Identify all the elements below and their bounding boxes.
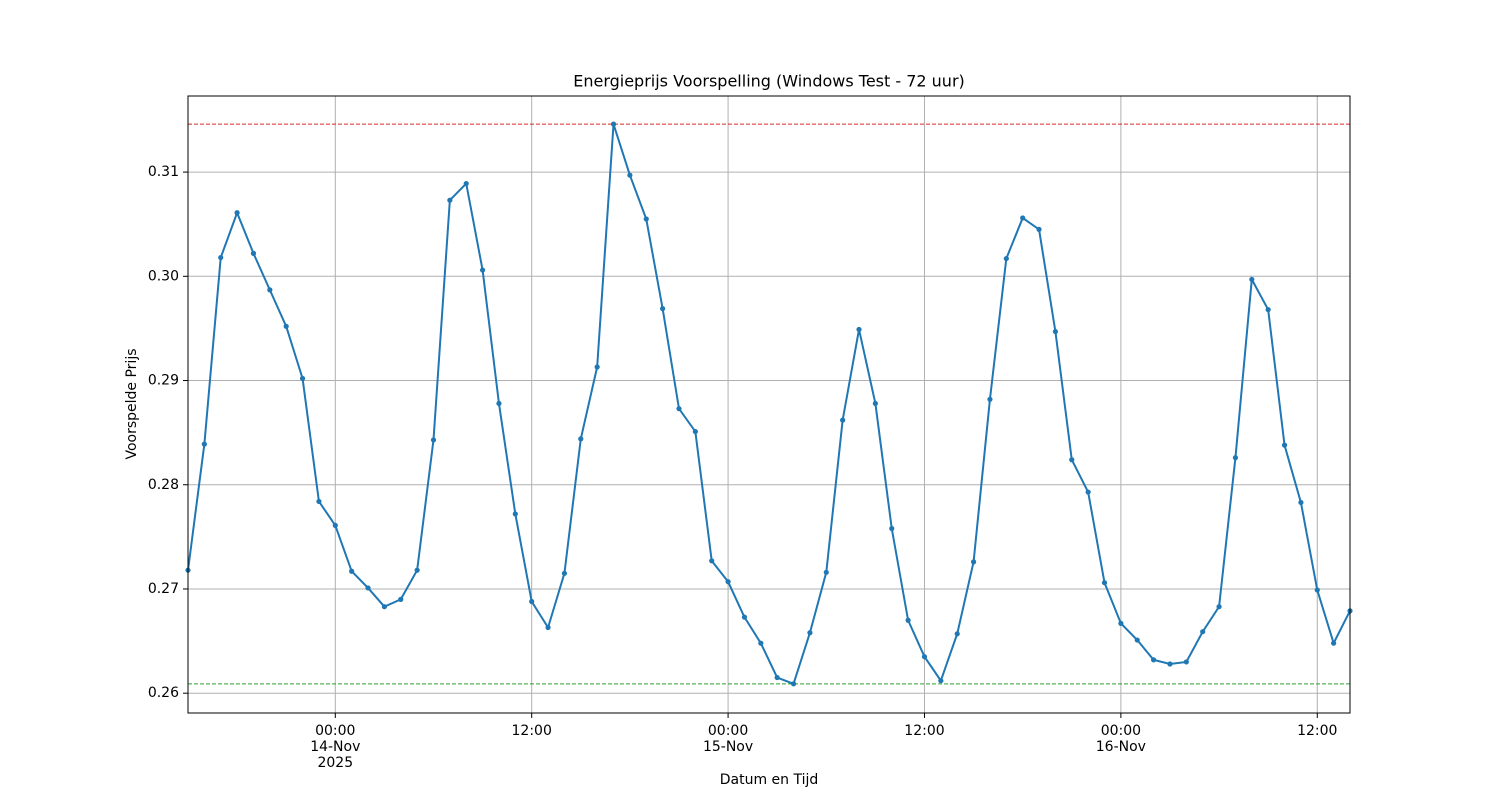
y-tick-label: 0.31 xyxy=(148,164,179,180)
data-point xyxy=(807,630,813,636)
data-point xyxy=(496,400,502,407)
data-point xyxy=(758,640,764,646)
x-tick-label-line: 12:00 xyxy=(1297,723,1337,739)
data-line xyxy=(187,123,1351,686)
data-point xyxy=(381,604,387,610)
data-point xyxy=(283,323,289,329)
data-point xyxy=(578,436,584,442)
data-point xyxy=(594,364,600,370)
data-point xyxy=(529,598,535,605)
data-point xyxy=(365,585,371,591)
data-point xyxy=(1200,629,1206,635)
data-point xyxy=(1085,489,1091,495)
data-point xyxy=(1118,620,1124,626)
data-point xyxy=(463,180,469,187)
data-point xyxy=(1183,659,1189,665)
data-point xyxy=(660,306,666,312)
data-point xyxy=(741,614,748,620)
data-point xyxy=(332,522,338,528)
data-point xyxy=(643,216,649,222)
data-point xyxy=(1069,457,1075,463)
data-point xyxy=(823,569,829,575)
data-point xyxy=(316,498,322,505)
x-tick-label-line: 16-Nov xyxy=(1096,739,1146,755)
data-point xyxy=(1314,587,1320,593)
data-point xyxy=(709,558,715,564)
y-tick-label: 0.28 xyxy=(148,477,179,493)
data-point xyxy=(398,596,404,602)
data-point xyxy=(1249,276,1255,283)
data-point xyxy=(1265,307,1271,313)
data-point xyxy=(987,396,993,402)
data-point xyxy=(954,631,960,637)
data-point xyxy=(545,624,551,631)
x-tick-label-line: 14-Nov xyxy=(310,739,360,755)
data-point xyxy=(1101,580,1108,586)
x-tick-label: 00:00 14-Nov 2025 xyxy=(310,723,360,771)
x-tick-label: 12:00 xyxy=(1297,723,1337,739)
data-point xyxy=(218,254,224,261)
data-point xyxy=(1052,328,1059,335)
y-tick-label: 0.26 xyxy=(148,685,179,701)
data-point xyxy=(840,417,846,423)
data-point xyxy=(561,570,568,576)
data-point xyxy=(234,210,240,216)
data-point xyxy=(299,375,306,382)
data-point xyxy=(790,681,797,687)
data-point xyxy=(1167,661,1173,667)
chart-title: Energieprijs Voorspelling (Windows Test … xyxy=(573,72,965,91)
x-tick-label-line: 12:00 xyxy=(512,723,552,739)
data-point xyxy=(512,511,518,517)
data-point xyxy=(1020,215,1026,221)
x-tick-label-line: 00:00 xyxy=(315,723,355,739)
data-point xyxy=(692,428,698,435)
data-point xyxy=(414,567,420,573)
x-axis-label: Datum en Tijd xyxy=(720,772,819,788)
x-tick-label-line: 2025 xyxy=(317,755,353,771)
data-point xyxy=(1331,640,1337,646)
data-point xyxy=(1281,442,1288,448)
data-point xyxy=(725,579,731,585)
data-point xyxy=(479,267,486,273)
data-point xyxy=(1003,255,1009,262)
x-tick-label-line: 12:00 xyxy=(904,723,944,739)
data-point xyxy=(1036,226,1042,233)
data-point xyxy=(938,678,944,684)
data-point xyxy=(610,121,617,127)
y-tick-label: 0.30 xyxy=(148,268,179,284)
data-point xyxy=(250,250,257,256)
data-point xyxy=(447,197,453,203)
data-point xyxy=(430,437,437,443)
data-point xyxy=(856,326,862,333)
data-point xyxy=(676,406,682,412)
data-point xyxy=(1298,499,1304,506)
data-point xyxy=(872,400,878,407)
x-tick-label: 12:00 xyxy=(904,723,944,739)
x-tick-label-line: 00:00 xyxy=(1101,723,1141,739)
y-tick-label: 0.29 xyxy=(148,373,179,389)
x-tick-label: 12:00 xyxy=(512,723,552,739)
data-point xyxy=(267,287,273,293)
y-tick-label: 0.27 xyxy=(148,581,179,597)
data-point xyxy=(349,568,355,574)
x-tick-label: 00:00 16-Nov xyxy=(1096,723,1146,755)
plot-frame xyxy=(187,95,1351,714)
data-point xyxy=(1134,637,1140,643)
data-point xyxy=(627,172,633,178)
data-point xyxy=(1216,604,1222,610)
data-point xyxy=(201,441,207,447)
x-tick-label-line: 00:00 xyxy=(708,723,748,739)
x-tick-label: 00:00 15-Nov xyxy=(703,723,753,755)
data-point xyxy=(1151,657,1157,663)
data-point xyxy=(921,654,928,660)
x-tick-label-line: 15-Nov xyxy=(703,739,753,755)
data-point xyxy=(889,525,895,532)
data-point xyxy=(774,674,780,681)
data-point xyxy=(905,617,911,623)
y-axis-label: Voorspelde Prijs xyxy=(124,348,140,459)
data-point xyxy=(1232,455,1239,461)
data-point xyxy=(970,559,977,565)
